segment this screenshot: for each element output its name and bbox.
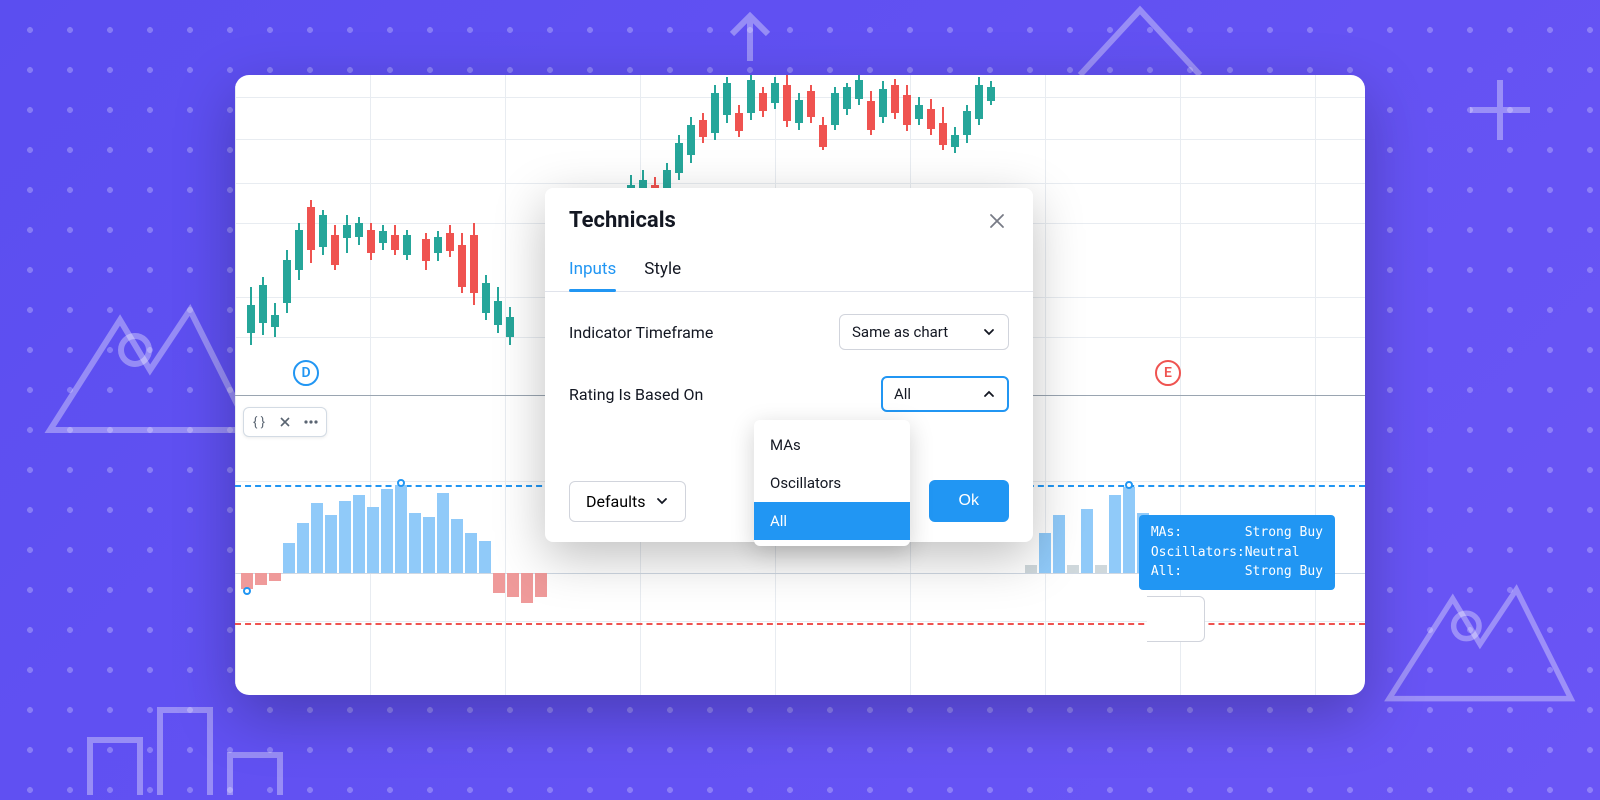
rating-value: All [894, 385, 911, 403]
timeframe-select[interactable]: Same as chart [839, 314, 1009, 350]
histogram-bar [409, 513, 421, 573]
marker-d[interactable]: D [293, 360, 319, 386]
histogram-bar [1081, 509, 1093, 573]
histogram-bar [381, 489, 393, 573]
arrow-up-icon [720, 6, 780, 66]
histogram-bar [535, 573, 547, 597]
histogram-bar [1053, 515, 1065, 573]
histogram-bar [255, 573, 267, 585]
remove-indicator-button[interactable] [272, 410, 298, 434]
histogram-bar [521, 573, 533, 603]
histogram-bar [1109, 495, 1121, 573]
histogram-marker-dot [1125, 481, 1133, 489]
histogram-bar [353, 495, 365, 573]
mountain-icon [40, 280, 260, 440]
triangle-icon [1070, 0, 1210, 80]
rating-option[interactable]: Oscillators [754, 464, 910, 502]
histogram-bar [437, 493, 449, 573]
histogram-bar [1095, 565, 1107, 573]
chevron-up-icon [982, 387, 996, 401]
histogram-bar [451, 519, 463, 573]
modal-tabs: Inputs Style [545, 241, 1033, 292]
chart-panel: D E { } MAs: Strong Buy Oscillators:Neut… [235, 75, 1365, 695]
rating-select[interactable]: All [881, 376, 1009, 412]
timeframe-value: Same as chart [852, 323, 948, 341]
histogram-bar [1025, 565, 1037, 573]
histogram-bar [1039, 533, 1051, 573]
histogram-bar [493, 573, 505, 593]
defaults-button[interactable]: Defaults [569, 481, 686, 522]
histogram-bar [325, 515, 337, 573]
more-button[interactable] [298, 410, 324, 434]
rating-option[interactable]: MAs [754, 426, 910, 464]
histogram-bar [269, 573, 281, 581]
indicator-toolbar: { } [243, 407, 327, 437]
histogram-bar [479, 541, 491, 573]
timeframe-label: Indicator Timeframe [569, 323, 713, 342]
histogram-bar [297, 523, 309, 573]
rating-option[interactable]: All [754, 502, 910, 540]
histogram-bar [1067, 565, 1079, 573]
ratings-tooltip: MAs: Strong Buy Oscillators:Neutral All:… [1139, 515, 1335, 590]
chevron-down-icon [982, 325, 996, 339]
histogram-bar [339, 501, 351, 573]
cancel-button-edge[interactable] [1147, 596, 1205, 642]
histogram-bar [465, 533, 477, 573]
histogram-marker-dot [397, 479, 405, 487]
rating-label: Rating Is Based On [569, 385, 703, 404]
bar-outline-icon [80, 700, 340, 800]
tab-style[interactable]: Style [644, 249, 681, 291]
modal-title: Technicals [569, 208, 676, 233]
histogram-bar [311, 503, 323, 573]
marker-e[interactable]: E [1155, 360, 1181, 386]
tab-inputs[interactable]: Inputs [569, 249, 616, 291]
histogram-bar [367, 507, 379, 573]
histogram-bar [395, 485, 407, 573]
close-button[interactable] [985, 209, 1009, 233]
histogram-bar [283, 543, 295, 573]
histogram-bar [507, 573, 519, 597]
mountain-icon [1380, 560, 1580, 710]
source-code-button[interactable]: { } [246, 410, 272, 434]
ok-button[interactable]: Ok [929, 480, 1009, 522]
chevron-down-icon [655, 494, 669, 508]
defaults-label: Defaults [586, 492, 645, 511]
plus-icon [1460, 70, 1540, 150]
histogram-bar [423, 517, 435, 573]
histogram-marker-dot [243, 587, 251, 595]
rating-dropdown: MAsOscillatorsAll [754, 420, 910, 546]
histogram-bar [1123, 487, 1135, 573]
